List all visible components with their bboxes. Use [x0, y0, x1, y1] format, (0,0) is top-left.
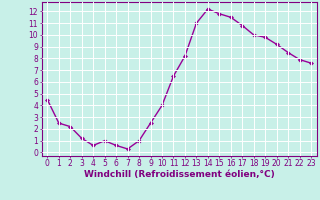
X-axis label: Windchill (Refroidissement éolien,°C): Windchill (Refroidissement éolien,°C)	[84, 170, 275, 179]
